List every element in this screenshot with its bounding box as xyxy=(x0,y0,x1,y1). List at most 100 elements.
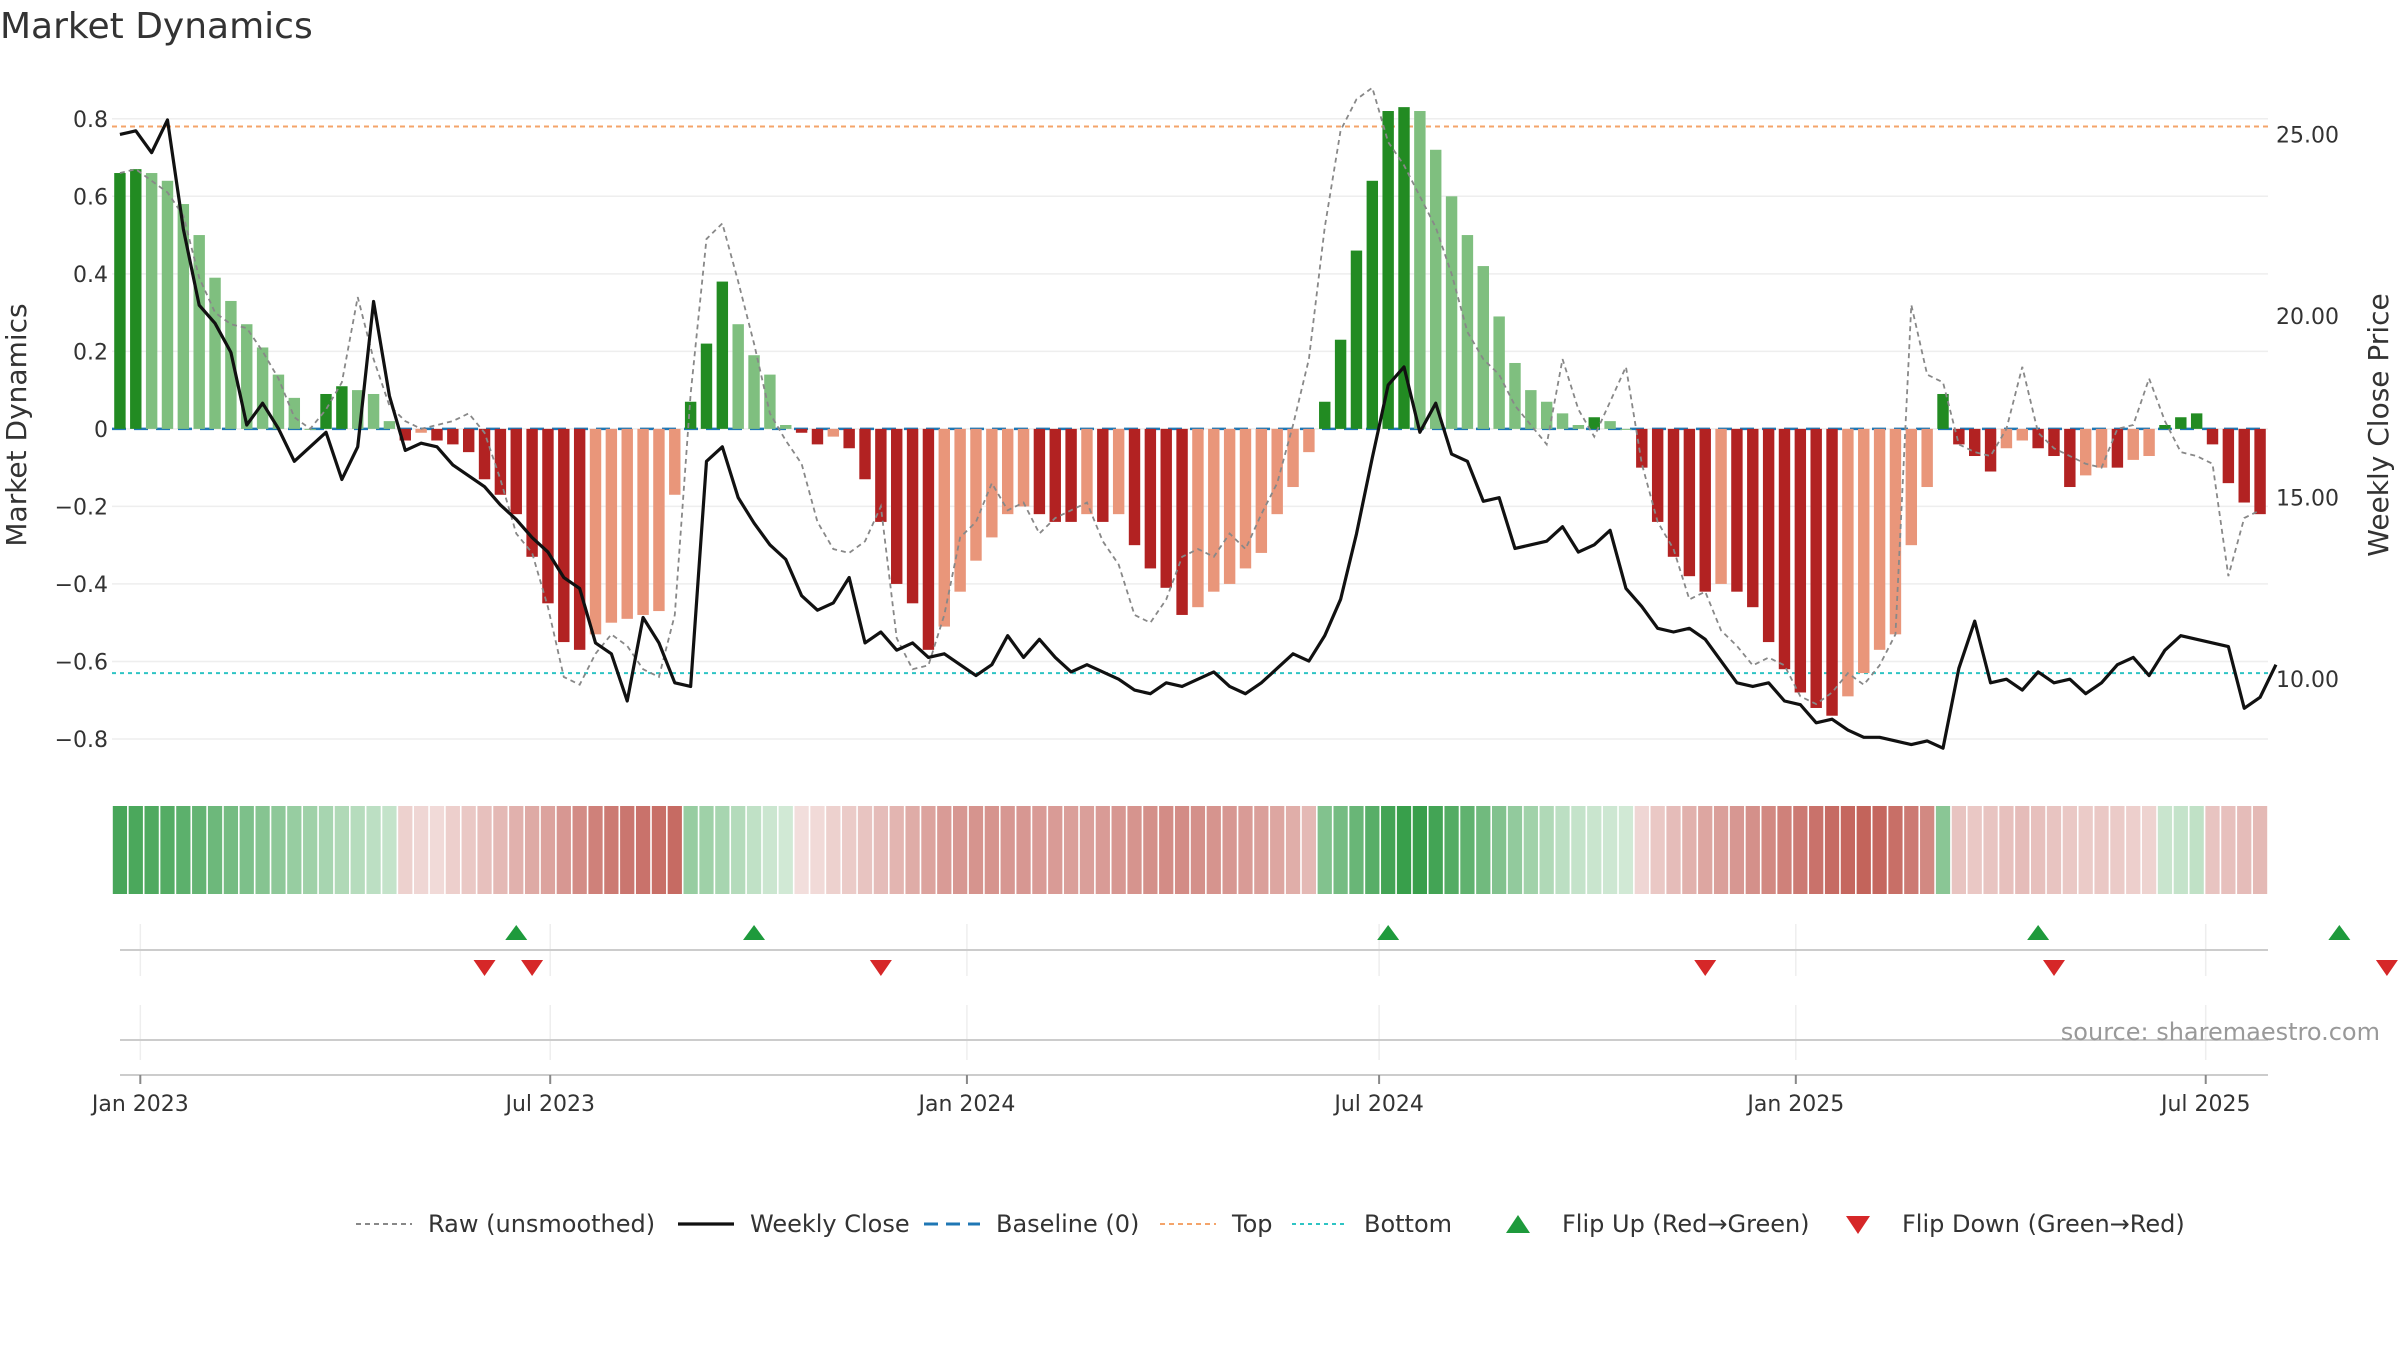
flip-down-marker xyxy=(473,960,496,976)
md-bar xyxy=(1826,428,1838,716)
strip-cell xyxy=(2221,806,2236,894)
strip-cell xyxy=(556,806,571,894)
strip-cell xyxy=(1935,806,1951,894)
md-bar xyxy=(367,393,380,429)
strip-cell xyxy=(1444,806,1459,894)
md-bar xyxy=(1778,428,1791,670)
md-bar xyxy=(478,428,491,480)
strip-cell xyxy=(889,806,904,894)
y2-tick-label: 15.00 xyxy=(2276,487,2339,512)
strip-cell xyxy=(144,806,159,894)
md-bar xyxy=(383,421,396,429)
md-bar xyxy=(2111,428,2124,468)
md-bar xyxy=(700,343,713,429)
md-bar xyxy=(2000,428,2013,449)
md-bar xyxy=(1112,428,1125,515)
strip-cell xyxy=(1222,806,1237,894)
md-bar xyxy=(209,277,221,429)
md-bar xyxy=(573,428,586,650)
md-bar xyxy=(1509,362,1521,429)
md-bar xyxy=(1604,421,1616,429)
strip-cell xyxy=(2046,806,2062,894)
md-bar xyxy=(1873,428,1886,650)
md-bar xyxy=(1810,428,1822,708)
md-bar xyxy=(2206,428,2219,445)
md-bar xyxy=(1461,235,1474,429)
md-bar xyxy=(906,428,919,604)
y-tick-label: −0.6 xyxy=(55,650,108,675)
strip-cell xyxy=(303,806,318,894)
md-bar xyxy=(1192,428,1204,608)
flip-down-marker xyxy=(2375,960,2398,976)
md-bar xyxy=(399,428,411,441)
md-bar xyxy=(288,397,301,429)
md-bar xyxy=(1049,428,1061,522)
strip-cell xyxy=(1095,806,1110,894)
md-bar xyxy=(653,428,665,612)
md-bar xyxy=(1414,111,1426,429)
md-bar xyxy=(1493,316,1505,429)
strip-cell xyxy=(540,806,556,894)
md-bar xyxy=(447,428,459,445)
md-bar xyxy=(114,173,126,429)
md-bar xyxy=(780,425,792,429)
strip-cell xyxy=(572,806,587,894)
strip-cell xyxy=(318,806,334,894)
md-bar xyxy=(1715,428,1727,584)
strip-cell xyxy=(1983,806,1998,894)
md-bar xyxy=(589,428,602,635)
strip-cell xyxy=(810,806,825,894)
md-bar xyxy=(130,169,142,429)
strip-cell xyxy=(1143,806,1158,894)
md-bar xyxy=(1255,428,1268,553)
strip-cell xyxy=(1713,806,1729,894)
strip-cell xyxy=(1079,806,1095,894)
y2-tick-label: 25.00 xyxy=(2276,123,2339,148)
md-bar xyxy=(1905,428,1918,546)
md-bar xyxy=(352,390,364,429)
strip-cell xyxy=(1127,806,1142,894)
md-bar xyxy=(954,428,966,592)
strip-cell xyxy=(588,806,603,894)
strip-cell xyxy=(1032,806,1047,894)
md-bar xyxy=(2064,428,2076,488)
strip-cell xyxy=(366,806,381,894)
y-tick-label: −0.8 xyxy=(55,728,108,753)
flip-up-marker xyxy=(505,925,528,940)
strip-cell xyxy=(1777,806,1792,894)
strip-cell xyxy=(1396,806,1412,894)
strip-cell xyxy=(873,806,888,894)
y-axis-right-ticks: 25.00 20.00 15.00 10.00 xyxy=(2276,123,2339,693)
legend-item-flip-up: Flip Up (Red→Green) xyxy=(1506,1210,1810,1238)
strip-cell xyxy=(2189,806,2204,894)
md-bar xyxy=(1842,428,1854,697)
y2-tick-label: 20.00 xyxy=(2276,305,2339,330)
legend-swatch xyxy=(1506,1215,1530,1233)
strip-cell xyxy=(1951,806,1966,894)
md-bar xyxy=(1366,180,1379,429)
strip-cell xyxy=(382,806,397,894)
strip-cell xyxy=(429,806,445,894)
md-bar xyxy=(1176,428,1188,615)
strip-cell xyxy=(1428,806,1443,894)
strip-cell xyxy=(350,806,365,894)
strip-cell xyxy=(524,806,540,894)
strip-cell xyxy=(715,806,730,894)
md-bar xyxy=(986,428,998,538)
y-tick-label: −0.4 xyxy=(55,573,108,598)
strip-cell xyxy=(1618,806,1634,894)
legend-item-bottom: Bottom xyxy=(1292,1210,1452,1238)
strip-cell xyxy=(1317,806,1332,894)
legend-label: Bottom xyxy=(1364,1210,1452,1238)
strip-cell xyxy=(192,806,207,894)
md-bar xyxy=(1081,428,1093,515)
md-bar xyxy=(1128,428,1141,546)
legend-label: Baseline (0) xyxy=(996,1210,1139,1238)
strip-cell xyxy=(699,806,714,894)
md-bar xyxy=(1984,428,1997,472)
source-label: source: sharemaestro.com xyxy=(2061,1018,2380,1046)
x-tick-label: Jan 2023 xyxy=(90,1092,189,1117)
legend-item-top: Top xyxy=(1160,1210,1273,1238)
md-bar xyxy=(1033,428,1046,515)
